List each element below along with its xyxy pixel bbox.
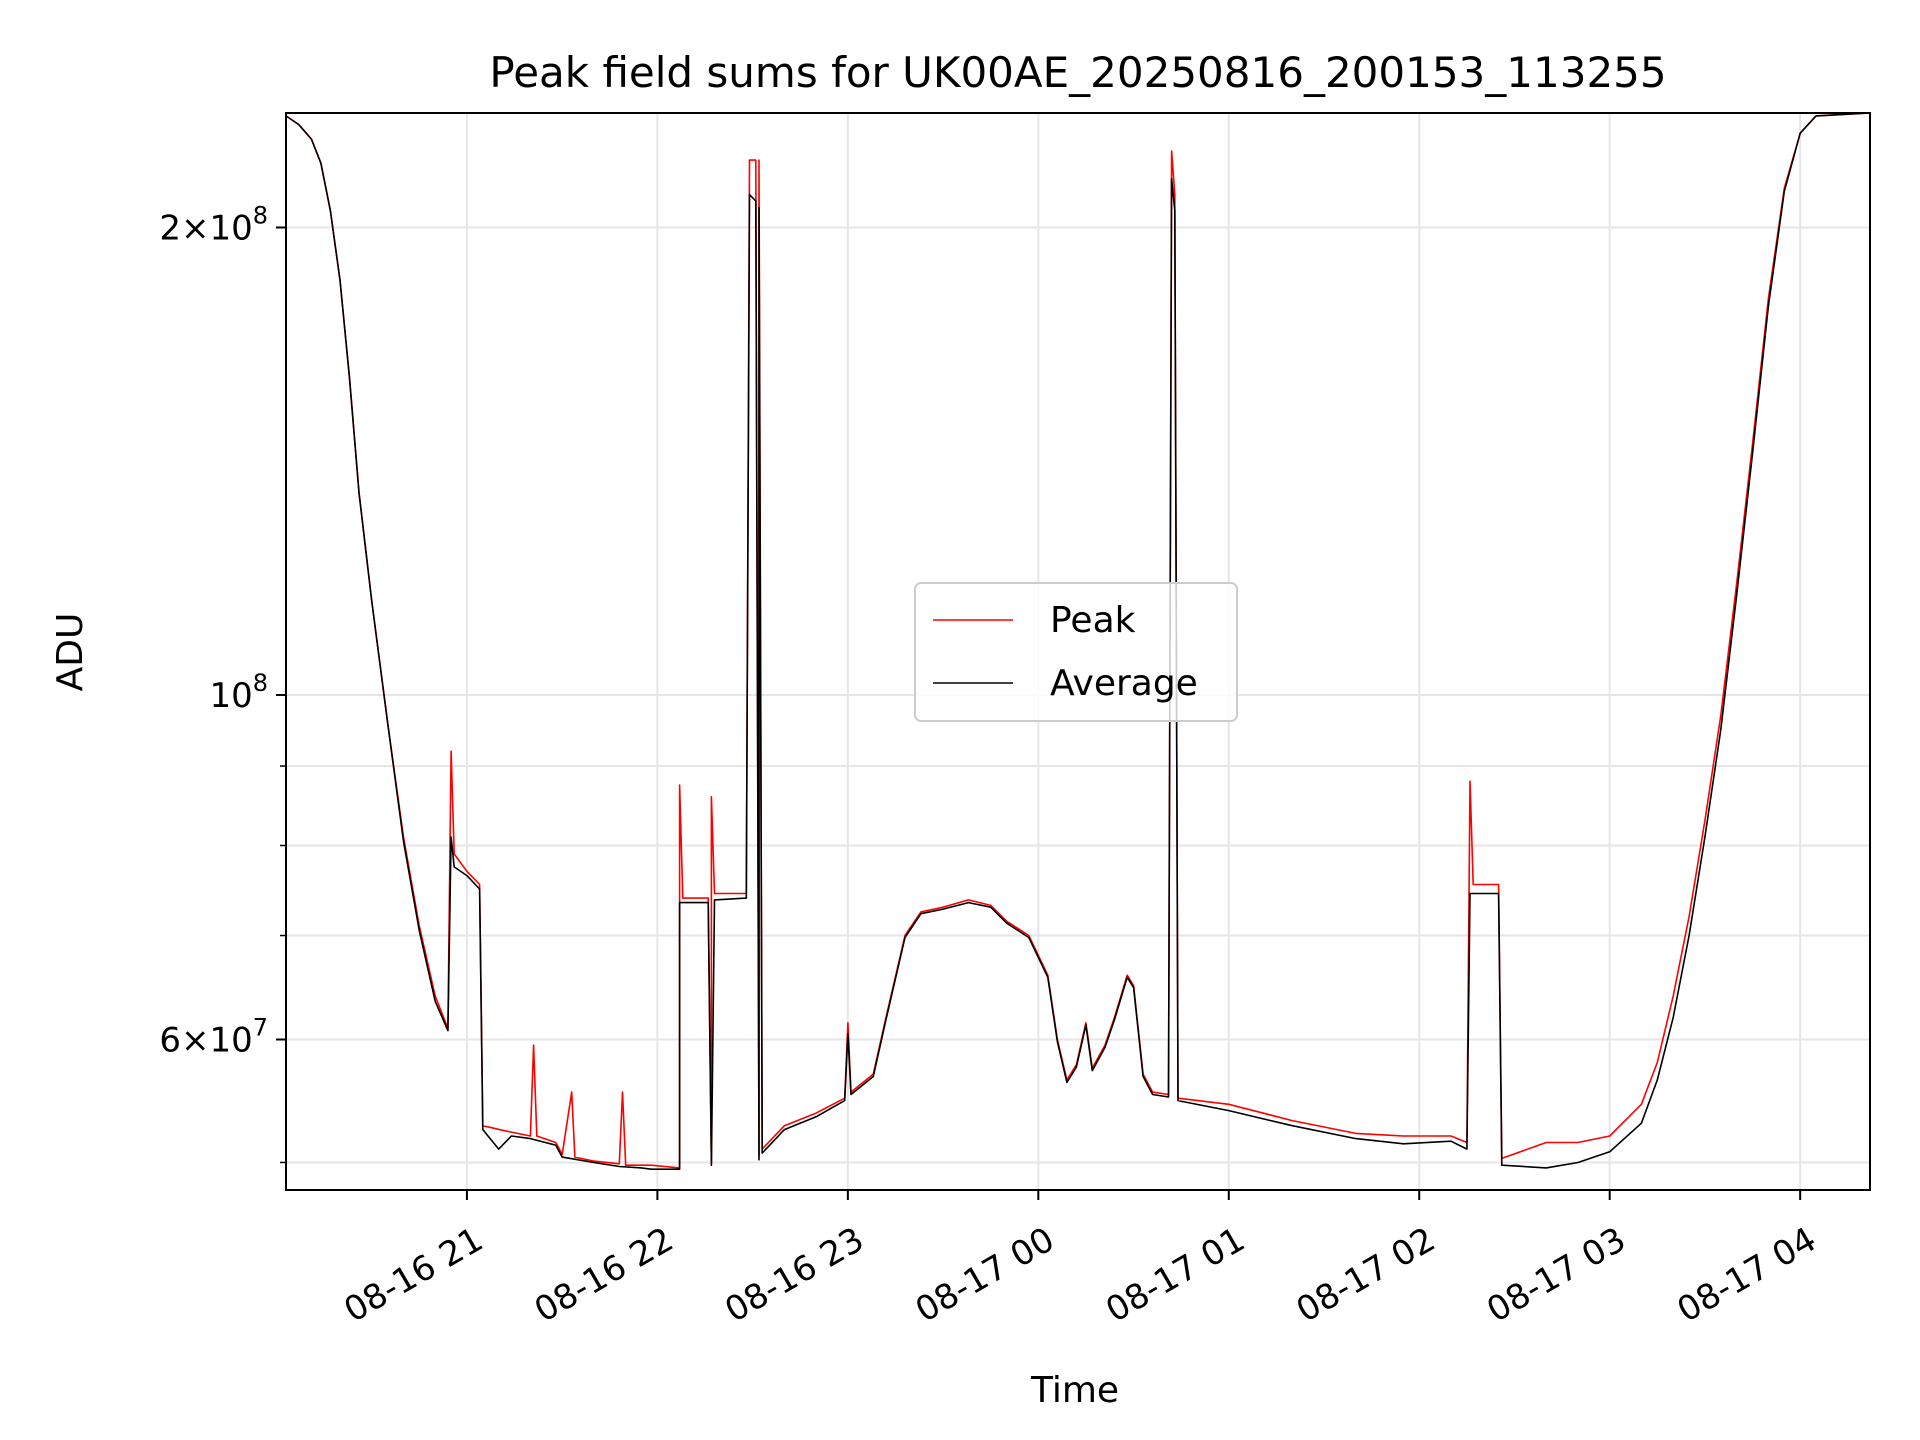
plot-area xyxy=(285,112,1871,1170)
y-tick-label: 108 xyxy=(209,669,268,716)
y-tick-label: 6×107 xyxy=(159,1014,268,1061)
legend: Peak Average xyxy=(914,582,1238,722)
y-axis: 6×107 108 2×108 xyxy=(159,201,286,1164)
legend-label-average: Average xyxy=(1050,663,1198,704)
chart-title: Peak field sums for UK00AE_20250816_2001… xyxy=(489,48,1666,97)
y-axis-label: ADU xyxy=(50,613,91,692)
axes-frame xyxy=(285,112,1871,1191)
y-tick-label: 2×108 xyxy=(159,201,268,248)
x-axis-label: Time xyxy=(1030,1370,1119,1411)
legend-box xyxy=(914,582,1238,722)
series-line-average xyxy=(285,112,1871,1170)
legend-label-peak: Peak xyxy=(1050,600,1136,641)
